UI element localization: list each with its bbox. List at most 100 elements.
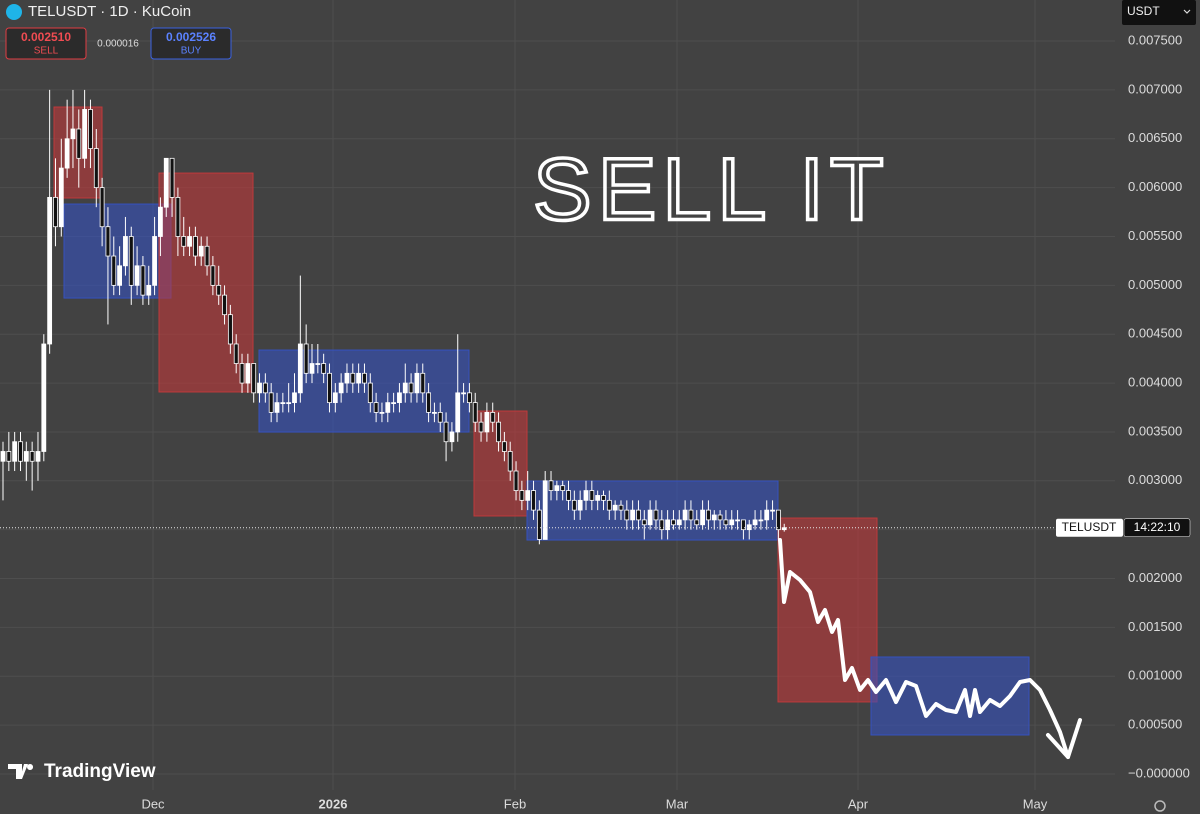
candle-body (321, 363, 327, 374)
sell-button[interactable] (5, 27, 87, 60)
candle-body (280, 402, 286, 405)
y-tick-label: 0.003500 (1128, 423, 1182, 438)
candle-body (525, 490, 531, 501)
exchange-icon (6, 4, 22, 20)
candle-body (490, 411, 496, 423)
candle-body (117, 265, 122, 286)
candle-body (152, 236, 157, 286)
candle-body (554, 485, 560, 491)
candle-body (449, 431, 455, 443)
candle-body (472, 402, 478, 423)
settings-icon[interactable] (1154, 800, 1166, 812)
candle-body (624, 509, 630, 521)
candle-body (636, 509, 641, 521)
candle-body (58, 167, 64, 228)
candle-body (268, 392, 274, 413)
candle-body (391, 402, 397, 405)
candle-body (175, 197, 181, 237)
candle-body (426, 392, 431, 413)
candle-body (344, 372, 350, 384)
candle-body (181, 236, 187, 247)
candle-body (76, 128, 82, 159)
candle-body (146, 284, 152, 296)
candle-body (647, 509, 653, 526)
candle-body (571, 499, 577, 511)
candle-body (286, 402, 292, 405)
chart-title: TELUSDT · 1D · KuCoin (28, 3, 191, 20)
candle-body (6, 451, 12, 462)
candle-body (653, 509, 659, 521)
y-tick-label: 0.005000 (1128, 277, 1182, 292)
candle-body (123, 236, 128, 267)
currency-dropdown[interactable] (1122, 0, 1196, 25)
candle-body (367, 382, 373, 404)
candle-body (501, 441, 507, 452)
candle-body (717, 514, 723, 521)
candle-body (93, 148, 99, 189)
candle-body (227, 314, 233, 345)
candle-body (105, 226, 111, 257)
candle-body (88, 109, 93, 149)
candle-body (210, 265, 216, 286)
candle-body (297, 343, 303, 394)
candle-body (536, 509, 542, 540)
candle-body (327, 372, 332, 404)
candle-body (18, 441, 23, 462)
candle-body (251, 363, 257, 394)
x-tick-label: Feb (504, 796, 526, 811)
candle-body (455, 392, 461, 433)
candle-body (589, 490, 595, 501)
candle-body (414, 372, 420, 394)
buy-label: BUY (181, 46, 202, 57)
candle-body (700, 509, 705, 526)
candle-body (233, 343, 239, 364)
y-tick-label: −0.000000 (1128, 765, 1190, 780)
candle-body (239, 363, 245, 384)
y-tick-label: 0.006500 (1128, 130, 1182, 145)
candle-body (531, 490, 536, 511)
x-tick-label: Dec (141, 796, 165, 811)
candle-body (111, 255, 117, 286)
countdown-tag (1123, 518, 1191, 537)
brand: TradingView (44, 761, 156, 782)
overlay: 0.007500 0.007000 0.006500 0.006000 0.005500… (0, 32, 1191, 811)
candle-body (618, 504, 624, 511)
y-tick-label: 0.000500 (1128, 717, 1182, 732)
candle-body (630, 509, 636, 521)
y-tick-label: 0.004500 (1128, 326, 1182, 341)
candle-body (595, 495, 601, 501)
buy-button[interactable] (150, 27, 232, 60)
candle-body (385, 402, 391, 413)
x-tick-label: Apr (848, 796, 869, 811)
candle-body (466, 392, 472, 404)
symbol-tag (1056, 518, 1123, 537)
candle-body (309, 363, 315, 374)
candle-body (303, 343, 309, 374)
candle-body (519, 490, 525, 501)
candle-body (332, 392, 338, 404)
candle-body (601, 495, 606, 501)
candle-body (770, 509, 775, 512)
candle-body (41, 343, 47, 452)
candle-body (671, 519, 676, 526)
candle-body (606, 499, 612, 511)
candle-body (735, 519, 740, 522)
candle-body (204, 245, 210, 267)
candle-body (35, 451, 41, 462)
candle-body (676, 519, 682, 526)
candle-body (315, 363, 321, 365)
candle-body (694, 519, 700, 526)
y-tick-label: 0.001000 (1128, 668, 1182, 683)
candle-body (711, 514, 717, 521)
candle-body (262, 382, 268, 394)
candle-body (775, 509, 781, 531)
candle-body (158, 206, 163, 237)
candle-body (729, 519, 735, 526)
candle-body (70, 128, 76, 140)
y-tick-label: 0.007000 (1128, 81, 1182, 96)
x-tick-label: 2026 (319, 796, 348, 811)
candle-body (548, 480, 554, 491)
candle-body (478, 421, 484, 433)
candle-body (397, 392, 402, 404)
